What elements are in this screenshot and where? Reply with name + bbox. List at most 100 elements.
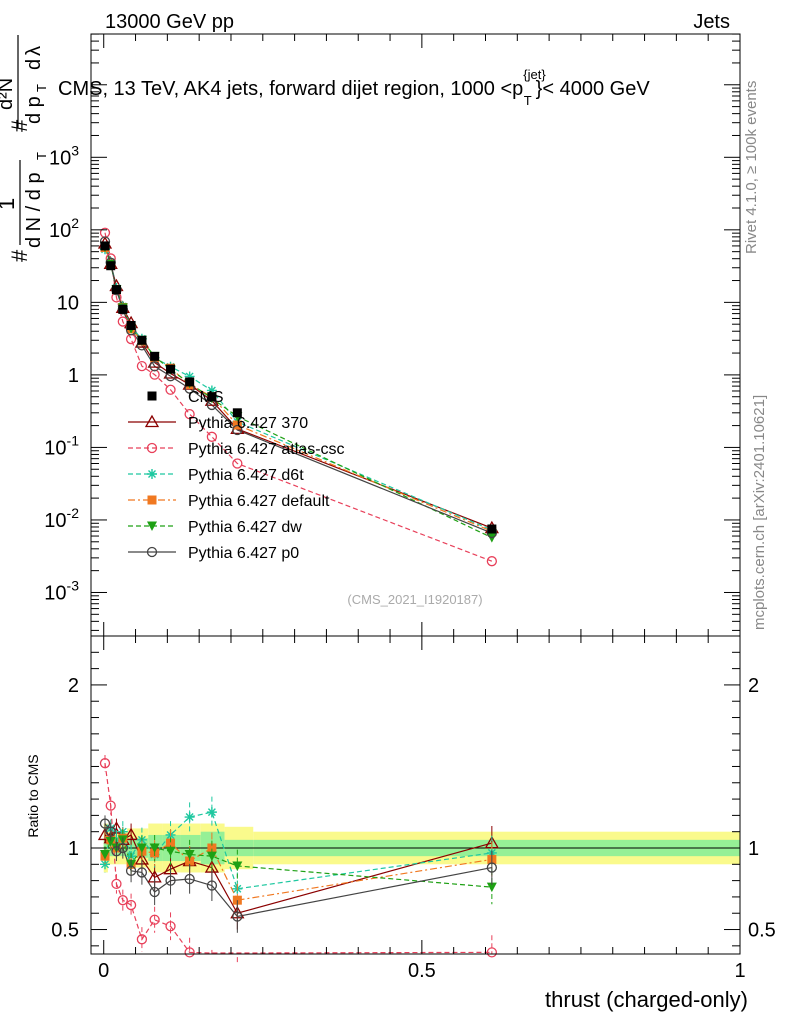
y-tick-label-ratio-left: 0.5 [51,920,79,942]
svg-text:T: T [34,84,49,92]
x-axis-label: thrust (charged-only) [545,987,748,1012]
ratio-marker [184,850,195,860]
main-marker [206,431,218,442]
legend-label: Pythia 6.427 p0 [188,545,299,562]
chart-frame [90,33,741,955]
ratio-marker [232,911,243,922]
main-marker [486,556,498,567]
ratio-marker [117,895,128,906]
analysis-id: (CMS_2021_I1920187) [347,592,482,607]
series-line-ratio [104,811,492,890]
series-line-ratio [104,763,492,954]
svg-text:d²N: d²N [0,78,17,110]
data-point-cms [118,304,128,314]
ratio-marker [99,859,110,870]
main-marker [206,385,217,396]
series-line-main [104,248,493,531]
main-marker [165,384,176,395]
svg-text:#: # [7,119,32,132]
y-tick-label-ratio-right: 1 [748,838,759,860]
svg-text:1: 1 [0,198,19,210]
svg-text:λ: λ [23,46,45,56]
legend-entry: Pythia 6.427 dw [128,519,302,536]
legend-marker [147,521,157,531]
ratio-marker [99,818,111,829]
main-marker [232,424,243,436]
title-part-1: CMS, 13 TeV, AK4 jets, forward dijet reg… [58,78,523,100]
svg-text:T: T [34,152,49,160]
x-tick-label: 1 [734,960,745,982]
y-tick-label-main: 1 [68,365,79,387]
ratio-marker [486,947,498,958]
ratio-marker [206,880,218,891]
data-point-cms [232,408,242,418]
ratio-marker [206,851,217,862]
legend-label: CMS [188,389,224,406]
legend-entry: Pythia 6.427 atlas-csc [128,441,345,458]
legend-marker [147,495,157,505]
data-point-cms [185,377,195,387]
ratio-marker [184,947,195,958]
data-point-cms [487,524,497,534]
svg-text:d: d [23,59,45,70]
ratio-marker [149,886,160,898]
ratio-marker [99,850,110,860]
legend-marker [144,414,160,428]
series-line-main [104,247,493,532]
y-tick-label-main: 10-2 [44,505,79,532]
ratio-marker [165,921,176,932]
main-marker [149,361,160,372]
ratio-marker [136,843,147,853]
mcplots-label: mcplots.cern.ch [arXiv:2401.10621] [751,395,768,630]
ratio-panel-frame [90,635,741,955]
series-line-main [104,241,493,534]
legend-label: Pythia 6.427 dw [188,519,302,536]
ratio-marker [111,878,122,890]
y-tick-label-main: 103 [49,142,79,169]
legend-entry: CMS [147,389,224,406]
data-point-cms [111,285,121,295]
legend-entry: Pythia 6.427 p0 [128,545,299,562]
y-tick-label-main: 102 [49,215,79,242]
ratio-marker [206,807,217,818]
legend-entry: Pythia 6.427 370 [128,414,308,432]
svg-text:d N / d p: d N / d p [23,172,45,248]
ratio-marker [232,861,243,871]
ratio-marker [149,914,160,925]
main-marker [125,333,137,345]
ratio-marker [486,882,497,893]
x-tick-label: 0.5 [408,960,436,982]
ratio-marker [184,812,195,823]
main-marker [136,360,148,372]
data-point-cms [100,241,110,251]
svg-text:d p: d p [23,96,45,124]
ratio-marker [105,836,116,847]
series-line-main [104,232,493,562]
legend-label: Pythia 6.427 370 [188,415,308,432]
legend-label: Pythia 6.427 atlas-csc [188,441,345,458]
plot-title: CMS, 13 TeV, AK4 jets, forward dijet reg… [58,67,650,108]
y-tick-label-main: 10-1 [44,432,79,459]
category-label: Jets [693,11,730,33]
legend-marker [147,391,157,401]
energy-label: 13000 GeV pp [105,11,234,33]
y-tick-label-main: 10-3 [44,577,79,604]
main-marker [232,458,243,469]
y-tick-label-ratio-right: 0.5 [748,920,776,942]
legend-marker [146,546,158,558]
ratio-marker [136,934,148,945]
data-point-cms [106,261,116,271]
title-part-4: }< 4000 GeV [536,78,651,100]
ratio-y-axis-label: Ratio to CMS [25,754,41,837]
ratio-marker [117,842,128,854]
uncertainty-bands [91,823,740,873]
ratio-marker [149,843,160,853]
ratio-marker [184,873,195,885]
data-point-cms [150,351,160,361]
ratio-marker [111,846,122,857]
ratio-marker [125,865,137,876]
main-marker [184,408,195,420]
ratio-marker [136,867,148,878]
